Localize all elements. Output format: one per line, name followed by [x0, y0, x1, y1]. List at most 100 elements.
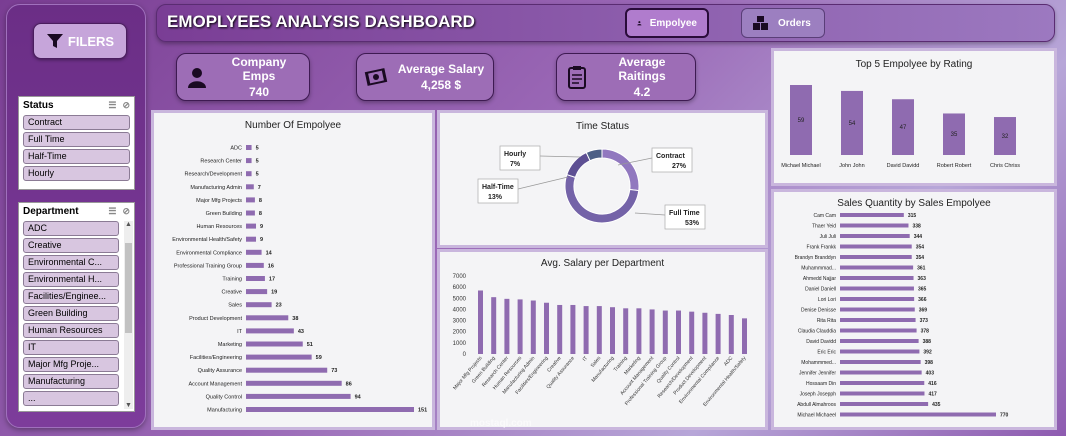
- department-slicer-item[interactable]: Human Resources: [23, 323, 119, 338]
- bar: [246, 341, 303, 347]
- value-label: 366: [918, 297, 927, 303]
- category-label: Facilities/Engineering: [190, 355, 242, 361]
- tick-label: 6000: [453, 285, 467, 291]
- category-label: Juli Juli: [820, 234, 836, 240]
- category-label: Account Management: [188, 381, 242, 387]
- clear-filter-icon[interactable]: ⊘: [122, 99, 130, 110]
- tick-label: 2000: [453, 330, 467, 336]
- tick-label: 3000: [453, 319, 467, 325]
- multi-select-icon[interactable]: ☰: [108, 205, 117, 216]
- bar: [478, 290, 483, 354]
- category-label: John John: [839, 163, 864, 169]
- category-label: Contract: [656, 153, 685, 160]
- category-label: Brandyn Branddyn: [795, 255, 837, 261]
- kpi-value: 740: [248, 85, 270, 99]
- leader-line: [517, 176, 569, 190]
- value-label: 435: [932, 402, 941, 408]
- clear-filter-icon[interactable]: ⊘: [122, 205, 130, 216]
- nav-orders-button[interactable]: Orders: [741, 8, 825, 38]
- bar: [840, 381, 925, 385]
- value-label: 17: [269, 277, 275, 283]
- category-label: Professional Training Group: [174, 263, 242, 269]
- category-label: Quality Control: [206, 394, 242, 400]
- bar: [840, 339, 919, 343]
- category-label: ADC: [723, 355, 735, 367]
- clipboard-icon: [557, 65, 597, 89]
- multi-select-icon[interactable]: ☰: [108, 99, 117, 110]
- bar: [246, 249, 262, 255]
- nav-employee-button[interactable]: Empolyee: [625, 8, 709, 38]
- bar: [943, 113, 965, 155]
- filters-button[interactable]: FILERS: [33, 23, 127, 59]
- tick-label: 4000: [453, 307, 467, 313]
- category-label: Creative: [222, 290, 242, 296]
- department-slicer-item[interactable]: Manufacturing: [23, 374, 119, 389]
- donut-slice: [564, 173, 640, 224]
- category-label: Denise Denisse: [801, 308, 836, 314]
- category-label: Major Mfg Projects: [196, 198, 242, 204]
- bar: [517, 299, 523, 354]
- department-slicer-item[interactable]: IT: [23, 340, 119, 355]
- category-label: Abdull Almahroos: [797, 402, 836, 408]
- category-label: David Davidd: [806, 339, 836, 345]
- category-label: Robert Robert: [937, 163, 972, 169]
- category-label: Marketing: [218, 342, 242, 348]
- department-slicer-item[interactable]: Environmental C...: [23, 255, 119, 270]
- bar: [840, 360, 921, 364]
- value-label: 5: [256, 146, 259, 152]
- bar: [246, 393, 351, 399]
- status-slicer: Status ☰ ⊘ Contract Full Time Half-Time Hour…: [18, 96, 135, 190]
- value-label: 59: [316, 355, 322, 361]
- category-label: Full Time: [669, 210, 700, 217]
- department-slicer-item[interactable]: Facilities/Enginee...: [23, 289, 119, 304]
- department-slicer-item[interactable]: ADC: [23, 221, 119, 236]
- bar: [623, 308, 629, 354]
- category-label: Eric Eric: [817, 350, 836, 356]
- status-slicer-item[interactable]: Contract: [23, 115, 130, 130]
- bar: [840, 276, 914, 280]
- department-slicer-item[interactable]: Environmental H...: [23, 272, 119, 287]
- tick-label: 0: [463, 352, 467, 358]
- department-slicer-item[interactable]: Green Building: [23, 306, 119, 321]
- value-label: 8: [259, 198, 262, 204]
- department-slicer-item[interactable]: ...: [23, 391, 119, 406]
- time-status-panel: Time Status Contract 27% Full Time 53% Half-…: [437, 110, 768, 248]
- category-label: Cam Cam: [813, 213, 836, 219]
- bar: [504, 298, 510, 354]
- bar: [840, 391, 925, 396]
- kpi-label: Company Emps: [231, 55, 287, 83]
- category-label: Half-Time: [482, 184, 514, 191]
- department-slicer-item[interactable]: Creative: [23, 238, 119, 253]
- bar: [246, 262, 264, 268]
- kpi-label: Average Salary: [397, 62, 485, 76]
- status-slicer-item[interactable]: Hourly: [23, 166, 130, 181]
- value-label: 344: [914, 234, 923, 240]
- value-label: 51: [307, 342, 313, 348]
- value-label: 338: [912, 224, 921, 230]
- department-scrollbar[interactable]: ▲ ▼: [124, 221, 133, 409]
- bar: [649, 309, 655, 354]
- value-label: 32: [1002, 134, 1009, 140]
- funnel-icon: [46, 34, 63, 48]
- bar: [246, 302, 272, 308]
- department-slicer-item[interactable]: Major Mfg Proje...: [23, 357, 119, 372]
- category-label: Environmental Compliance: [176, 250, 242, 256]
- status-slicer-item[interactable]: Full Time: [23, 132, 130, 147]
- value-label: 8: [259, 211, 262, 217]
- value-label: 94: [355, 394, 362, 400]
- category-label: Training: [222, 277, 242, 283]
- status-slicer-item[interactable]: Half-Time: [23, 149, 130, 164]
- value-label: 416: [928, 381, 937, 387]
- bar: [689, 311, 695, 354]
- value-label: 403: [926, 371, 935, 377]
- bar: [840, 318, 916, 322]
- category-label: Manufacturing: [207, 408, 242, 414]
- value-label: 365: [918, 287, 927, 293]
- kpi-value: 4,258 $: [420, 78, 462, 92]
- chart-title: Avg. Salary per Department: [540, 258, 665, 269]
- tick-label: 7000: [453, 274, 467, 280]
- bar: [610, 307, 615, 354]
- category-label: Human Resources: [196, 224, 242, 230]
- bar: [246, 197, 255, 203]
- value-label: 9: [260, 224, 263, 230]
